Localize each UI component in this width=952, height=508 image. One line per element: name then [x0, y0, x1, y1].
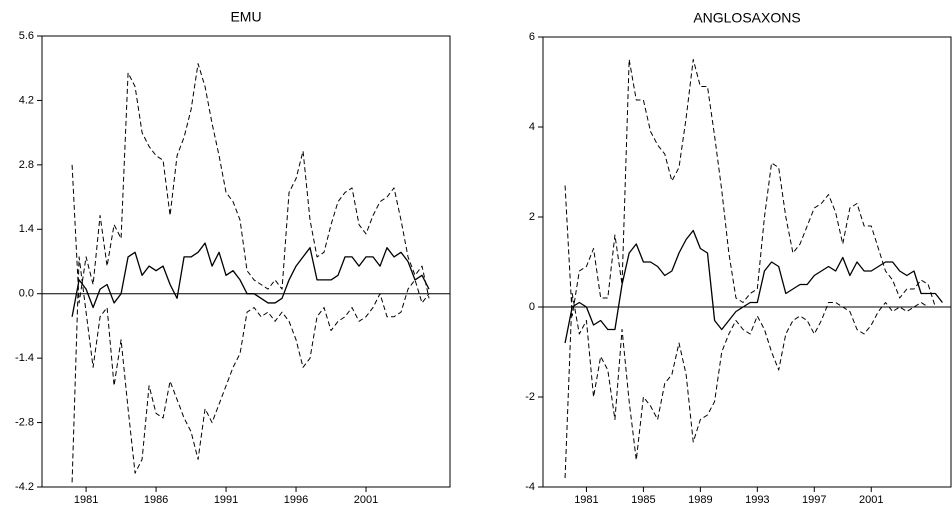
y-tick-label: -1.4 [15, 352, 34, 364]
center-line [564, 229, 943, 344]
x-tick-label: 1993 [745, 494, 769, 506]
y-tick-label: 0.0 [19, 288, 34, 300]
x-tick-label: 1986 [144, 494, 168, 506]
plot-frame [542, 36, 952, 488]
y-tick-label: -4 [525, 481, 535, 493]
y-tick-label: 2 [529, 211, 535, 223]
y-tick-label: 0 [529, 301, 535, 313]
y-tick-label: 2.8 [19, 159, 34, 171]
x-tick-label: 2001 [859, 494, 883, 506]
y-tick-label: 6 [529, 31, 535, 43]
band-line [71, 256, 430, 483]
x-tick-label: 1981 [574, 494, 598, 506]
y-tick-label: 5.6 [19, 30, 34, 42]
center-line [71, 242, 430, 317]
y-tick-label: 4 [529, 121, 535, 133]
x-tick-label: 1985 [631, 494, 655, 506]
panel: ANGLOSAXONS 6 4 2 0 -2 -4 1981 1985 1989 1993 1997 2… [525, 10, 952, 506]
x-tick-label: 1981 [74, 494, 98, 506]
band-line [564, 293, 943, 479]
band-line [564, 59, 943, 317]
chart-title: ANGLOSAXONS [693, 10, 800, 26]
y-tick-label: -2.8 [15, 416, 34, 428]
y-tick-label: -4.2 [15, 481, 34, 493]
band-line [71, 63, 430, 304]
x-tick-label: 1989 [688, 494, 712, 506]
x-tick-label: 1997 [802, 494, 826, 506]
y-tick-label: 4.2 [19, 94, 34, 106]
x-tick-label: 2001 [354, 494, 378, 506]
x-tick-label: 1996 [284, 494, 308, 506]
y-tick-label: 1.4 [19, 223, 34, 235]
x-tick-label: 1991 [214, 494, 238, 506]
y-tick-label: -2 [525, 391, 535, 403]
panel: EMU 5.6 4.2 2.8 1.4 0.0 -1.4 -2.8 -4.2 1981 1986 19… [15, 9, 451, 506]
plot-frame [41, 35, 451, 488]
chart-title: EMU [230, 9, 261, 25]
